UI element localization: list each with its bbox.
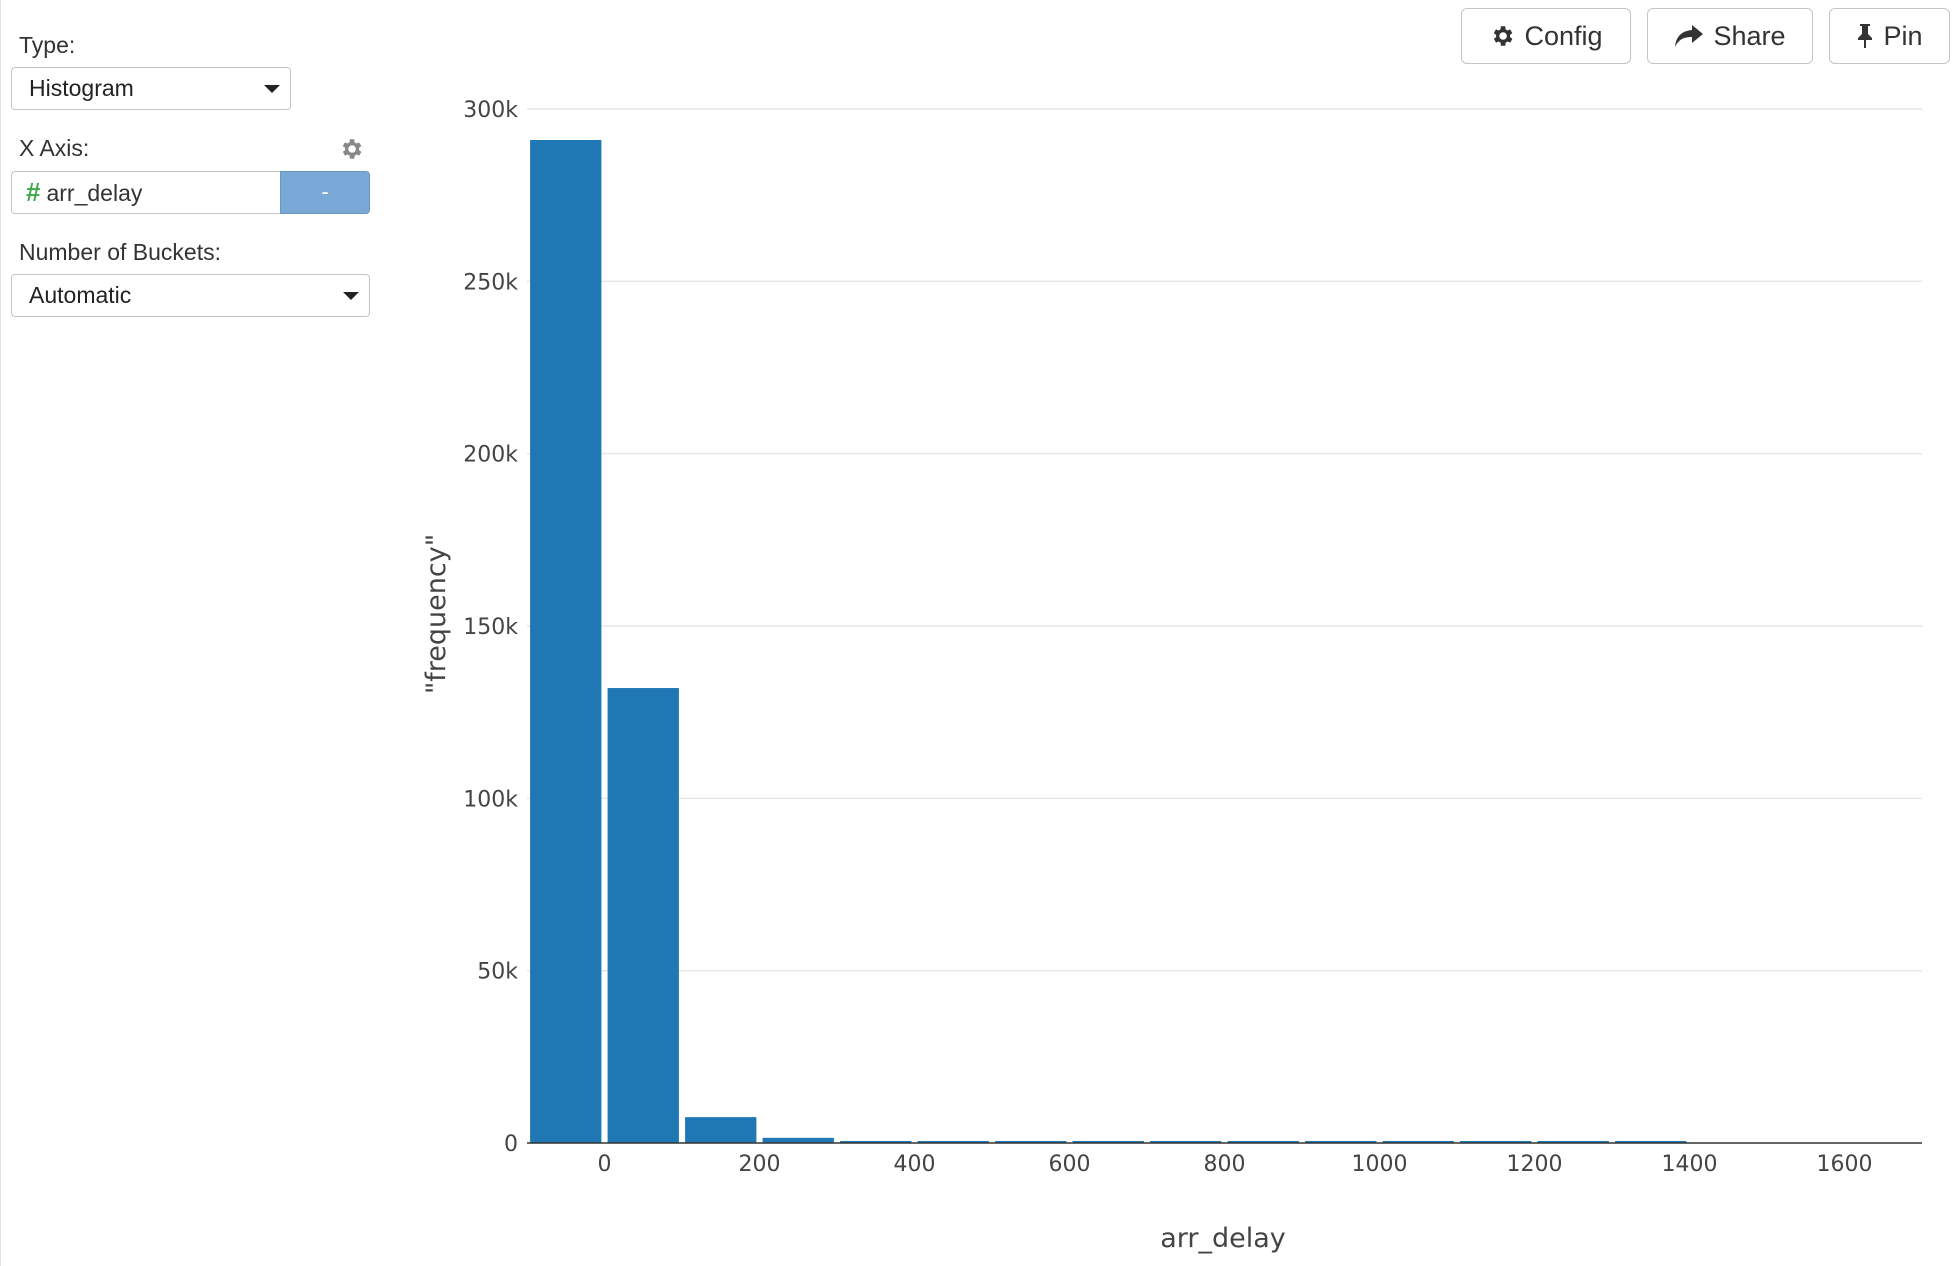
x-tick-label: 0: [598, 1152, 612, 1177]
config-button[interactable]: Config: [1461, 8, 1631, 64]
type-select-value: Histogram: [29, 75, 134, 101]
pin-button[interactable]: Pin: [1829, 8, 1950, 64]
histogram-bar[interactable]: [1460, 1141, 1532, 1143]
xaxis-remove-button[interactable]: -: [280, 171, 370, 214]
pin-icon: [1858, 24, 1873, 48]
gear-icon[interactable]: [338, 136, 364, 162]
histogram-bar[interactable]: [1615, 1141, 1687, 1143]
buckets-select[interactable]: Automatic: [11, 274, 370, 317]
chart-config-panel: Type: Histogram X Axis: # arr_delay - Num…: [0, 0, 380, 1266]
x-tick-label: 200: [739, 1152, 781, 1177]
grid-lines: [527, 108, 1922, 972]
y-tick-label: 0: [504, 1132, 518, 1157]
share-label: Share: [1713, 20, 1786, 51]
histogram-bar[interactable]: [995, 1141, 1067, 1143]
histogram-bar[interactable]: [530, 140, 602, 1143]
histogram-bar[interactable]: [607, 688, 679, 1143]
y-tick-label: 300k: [463, 98, 518, 123]
numeric-column-icon: #: [26, 177, 41, 207]
y-tick-label: 250k: [463, 270, 518, 295]
x-axis-title: arr_delay: [1160, 1223, 1286, 1254]
y-axis-title: "frequency": [421, 534, 452, 694]
histogram-bar[interactable]: [685, 1117, 757, 1143]
share-button[interactable]: Share: [1647, 8, 1813, 64]
type-label: Type:: [19, 32, 76, 58]
x-tick-label: 1200: [1507, 1152, 1563, 1177]
histogram-bar[interactable]: [1305, 1141, 1377, 1143]
buckets-select-value: Automatic: [29, 282, 132, 308]
histogram-bars: [530, 140, 1687, 1143]
y-tick-label: 150k: [463, 615, 518, 640]
y-tick-label: 50k: [477, 960, 518, 985]
histogram-bar[interactable]: [1072, 1141, 1144, 1143]
buckets-label: Number of Buckets:: [19, 239, 221, 265]
xaxis-field[interactable]: # arr_delay: [11, 171, 281, 214]
pin-label: Pin: [1883, 20, 1923, 51]
config-label: Config: [1524, 20, 1603, 51]
chevron-down-icon: [264, 85, 280, 93]
x-tick-label: 1600: [1817, 1152, 1873, 1177]
histogram-bar[interactable]: [1150, 1141, 1222, 1143]
histogram-bar[interactable]: [762, 1137, 834, 1143]
x-tick-label: 400: [894, 1152, 936, 1177]
type-select[interactable]: Histogram: [11, 67, 291, 110]
y-tick-label: 200k: [463, 443, 518, 468]
histogram-bar[interactable]: [1382, 1141, 1454, 1143]
histogram-bar[interactable]: [917, 1141, 989, 1143]
chevron-down-icon: [343, 292, 359, 300]
gear-icon: [1494, 26, 1513, 46]
histogram-bar[interactable]: [1227, 1141, 1299, 1143]
x-tick-labels: 0 200 400 600 800 1000 1200 1400 1600: [598, 1152, 1873, 1177]
x-tick-label: 800: [1204, 1152, 1246, 1177]
y-tick-labels: 0 50k 100k 150k 200k 250k 300k: [463, 98, 518, 1157]
xaxis-label: X Axis:: [19, 135, 90, 161]
y-tick-label: 100k: [463, 787, 518, 812]
xaxis-column-name: arr_delay: [46, 180, 143, 206]
histogram-bar[interactable]: [840, 1141, 912, 1143]
histogram-bar[interactable]: [1537, 1141, 1609, 1143]
x-tick-label: 600: [1049, 1152, 1091, 1177]
x-tick-label: 1400: [1662, 1152, 1718, 1177]
x-tick-label: 1000: [1352, 1152, 1408, 1177]
share-icon: [1675, 25, 1704, 47]
